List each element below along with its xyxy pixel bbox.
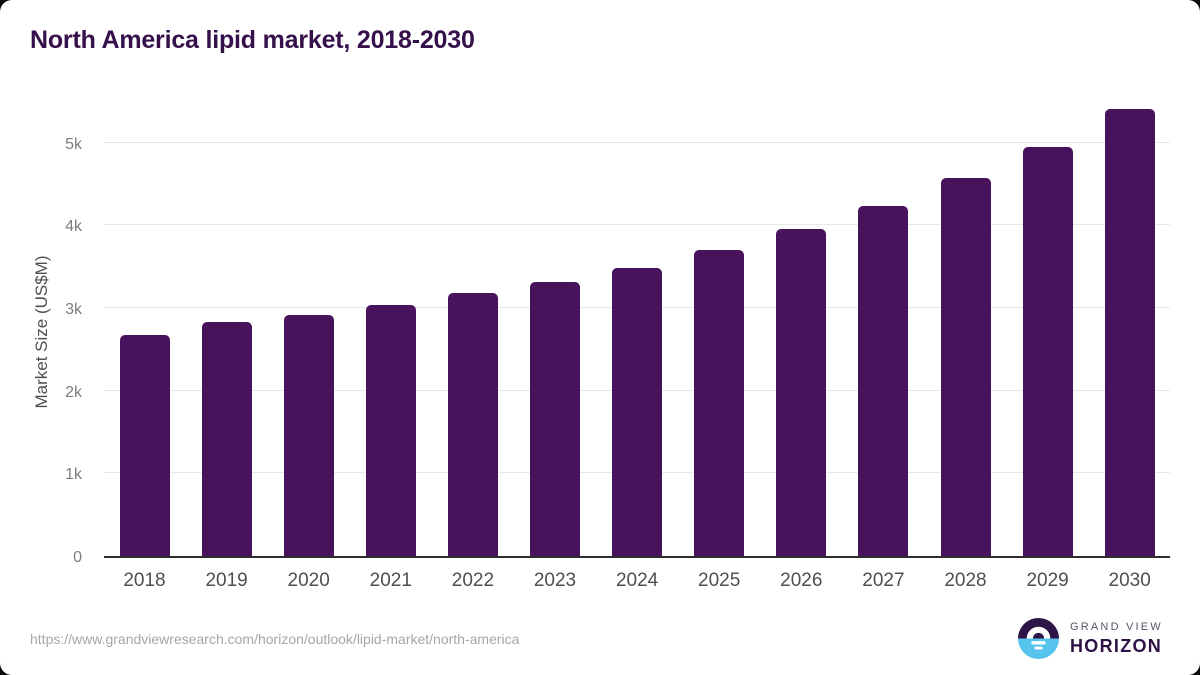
horizon-sunset-icon	[1018, 618, 1059, 659]
bar-2023	[530, 281, 580, 556]
y-axis-ticks: 0 1k 2k 3k 4k 5k	[0, 102, 82, 566]
x-tick-label: 2029	[1026, 570, 1069, 591]
y-tick-label: 3k	[65, 300, 82, 318]
bar-2019	[201, 321, 252, 556]
logo-wordmark: GRAND VIEW HORIZON	[1070, 621, 1163, 657]
x-tick-label: 2021	[369, 570, 412, 591]
bar-2020	[283, 314, 334, 556]
grand-view-horizon-logo: GRAND VIEW HORIZON	[1018, 618, 1163, 659]
gridline	[104, 224, 1170, 226]
logo-brand-line2: HORIZON	[1070, 635, 1163, 656]
y-tick-label: 4k	[65, 218, 82, 236]
logo-reflection-2	[1034, 646, 1043, 650]
bar-2022	[447, 293, 498, 556]
x-tick-label: 2019	[205, 570, 248, 591]
x-tick-label: 2023	[533, 570, 577, 591]
x-tick-label: 2028	[944, 570, 987, 591]
x-tick-label: 2018	[123, 570, 166, 591]
bar-2018	[119, 335, 170, 556]
x-tick-label: 2030	[1108, 570, 1151, 591]
x-tick-label: 2026	[780, 570, 823, 591]
source-url: https://www.grandviewresearch.com/horizo…	[30, 631, 520, 647]
chart-title: North America lipid market, 2018-2030	[30, 26, 475, 54]
x-tick-label: 2027	[862, 570, 905, 591]
logo-brand-line1: GRAND VIEW	[1070, 620, 1163, 633]
bar-2028	[940, 178, 991, 556]
y-tick-label: 0	[73, 549, 82, 566]
y-tick-label: 2k	[65, 383, 82, 401]
bar-2029	[1022, 146, 1073, 556]
logo-reflection-1	[1031, 641, 1046, 645]
bar-2027	[858, 205, 909, 556]
x-tick-label: 2022	[451, 570, 495, 591]
x-tick-label: 2020	[287, 570, 330, 591]
x-tick-label: 2025	[698, 570, 741, 591]
gridline	[104, 141, 1170, 143]
bar-2021	[365, 305, 416, 556]
bar-2025	[694, 250, 745, 556]
bar-2024	[612, 267, 663, 556]
x-tick-label: 2024	[615, 570, 659, 591]
y-tick-label: 5k	[65, 135, 82, 153]
logo-sun-arch	[1026, 626, 1051, 639]
bar-2026	[776, 229, 827, 556]
y-tick-label: 1k	[65, 466, 82, 484]
plot-area: 2018 2019 2020 2021 2022 2023 2024 2025 2026 2027…	[104, 102, 1170, 591]
bar-2030	[1104, 109, 1155, 556]
